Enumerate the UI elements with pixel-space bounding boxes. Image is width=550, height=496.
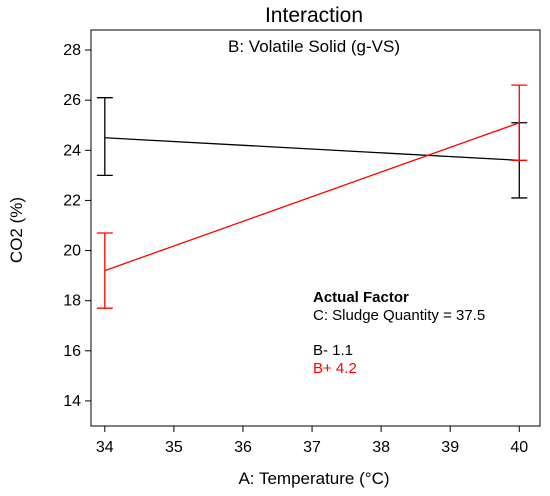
- x-tick-label: 34: [96, 439, 114, 456]
- x-tick-label: 38: [372, 439, 390, 456]
- y-tick-label: 28: [63, 42, 81, 59]
- x-tick-label: 39: [441, 439, 459, 456]
- x-axis-title: A: Temperature (°C): [238, 469, 389, 488]
- legend-b-plus: B+ 4.2: [313, 360, 357, 377]
- series-line-b-minus: [104, 137, 520, 161]
- plot-frame: [90, 29, 541, 427]
- y-tick-label: 16: [63, 343, 81, 360]
- annotation-line: C: Sludge Quantity = 37.5: [313, 307, 485, 324]
- series-line-b-plus: [104, 122, 520, 272]
- x-tick-label: 37: [303, 439, 321, 456]
- x-tick-label: 36: [234, 439, 252, 456]
- y-axis-title: CO2 (%): [7, 197, 26, 263]
- annotation-heading: Actual Factor: [313, 289, 409, 306]
- y-tick-label: 26: [63, 92, 81, 109]
- y-tick-label: 14: [63, 393, 81, 410]
- legend-b-minus: B- 1.1: [313, 342, 353, 359]
- chart-subtitle: B: Volatile Solid (g-VS): [228, 37, 400, 56]
- x-tick-label: 35: [165, 439, 183, 456]
- y-tick-label: 22: [63, 192, 81, 209]
- y-tick-label: 24: [63, 142, 81, 159]
- series-layer: [96, 84, 528, 309]
- x-axis: 34 35 36 37 38 39 40: [96, 426, 528, 456]
- x-tick-label: 40: [510, 439, 528, 456]
- y-axis: 14 16 18 20 22 24 26 28: [63, 42, 91, 410]
- y-tick-label: 18: [63, 293, 81, 310]
- chart-title: Interaction: [265, 4, 363, 27]
- y-tick-label: 20: [63, 243, 81, 260]
